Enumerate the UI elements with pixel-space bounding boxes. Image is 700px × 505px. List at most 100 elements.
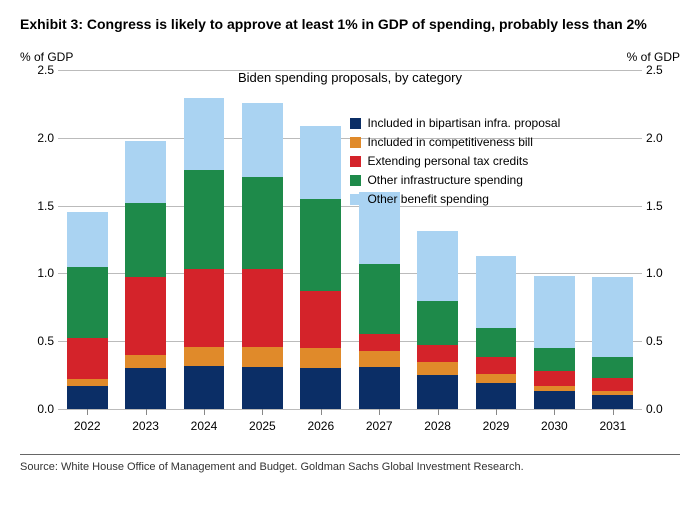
xtick — [438, 409, 439, 415]
bar-segment — [242, 103, 283, 178]
bar-slot: 2031 — [584, 70, 642, 409]
bar-segment — [300, 291, 341, 348]
bar-segment — [67, 338, 108, 379]
x-axis-label: 2025 — [233, 419, 291, 433]
bar-segment — [125, 141, 166, 203]
legend-item: Other infrastructure spending — [350, 171, 560, 189]
bar-segment — [417, 345, 458, 361]
bar-segment — [592, 378, 633, 392]
xtick — [87, 409, 88, 415]
xtick — [554, 409, 555, 415]
bar-segment — [534, 371, 575, 386]
bar-segment — [67, 379, 108, 386]
stacked-bar — [417, 231, 458, 409]
legend-item: Included in competitiveness bill — [350, 133, 560, 151]
x-axis-label: 2026 — [292, 419, 350, 433]
bar-segment — [359, 264, 400, 335]
legend-item: Extending personal tax credits — [350, 152, 560, 170]
bar-segment — [125, 277, 166, 354]
bar-segment — [417, 362, 458, 376]
xtick — [496, 409, 497, 415]
bar-segment — [476, 383, 517, 409]
xtick — [379, 409, 380, 415]
x-axis-label: 2024 — [175, 419, 233, 433]
x-axis-label: 2031 — [584, 419, 642, 433]
stacked-bar — [592, 277, 633, 409]
bar-segment — [67, 386, 108, 409]
source-attribution: Source: White House Office of Management… — [20, 454, 680, 473]
bar-segment — [359, 351, 400, 367]
ytick-left: 2.5 — [26, 63, 54, 77]
stacked-bar — [476, 256, 517, 409]
xtick — [321, 409, 322, 415]
legend: Included in bipartisan infra. proposalIn… — [350, 114, 560, 209]
legend-swatch — [350, 194, 361, 205]
bar-segment — [242, 177, 283, 269]
ytick-right: 1.5 — [646, 199, 674, 213]
bar-segment — [534, 276, 575, 348]
legend-swatch — [350, 118, 361, 129]
bar-segment — [417, 231, 458, 300]
ytick-left: 1.5 — [26, 199, 54, 213]
bar-segment — [242, 269, 283, 346]
legend-item: Included in bipartisan infra. proposal — [350, 114, 560, 132]
bar-segment — [300, 348, 341, 368]
stacked-bar — [359, 192, 400, 409]
xtick — [613, 409, 614, 415]
stacked-bar — [300, 126, 341, 409]
stacked-bar — [534, 276, 575, 409]
legend-label: Other benefit spending — [367, 190, 488, 208]
bar-slot: 2023 — [116, 70, 174, 409]
bar-segment — [476, 256, 517, 328]
bar-segment — [534, 348, 575, 371]
ytick-left: 2.0 — [26, 131, 54, 145]
bar-segment — [184, 366, 225, 409]
bar-segment — [476, 357, 517, 373]
stacked-bar — [184, 98, 225, 409]
x-axis-label: 2023 — [116, 419, 174, 433]
ytick-right: 2.5 — [646, 63, 674, 77]
legend-label: Included in bipartisan infra. proposal — [367, 114, 560, 132]
bar-segment — [300, 199, 341, 291]
ytick-left: 0.5 — [26, 334, 54, 348]
bar-segment — [184, 347, 225, 366]
legend-label: Extending personal tax credits — [367, 152, 528, 170]
bar-segment — [592, 357, 633, 377]
ytick-right: 0.0 — [646, 402, 674, 416]
ytick-left: 1.0 — [26, 266, 54, 280]
bar-segment — [300, 368, 341, 409]
bar-slot: 2022 — [58, 70, 116, 409]
x-axis-label: 2029 — [467, 419, 525, 433]
bar-slot: 2026 — [292, 70, 350, 409]
legend-swatch — [350, 156, 361, 167]
bar-segment — [67, 267, 108, 339]
bar-segment — [359, 367, 400, 409]
x-axis-label: 2022 — [58, 419, 116, 433]
bar-segment — [417, 301, 458, 346]
x-axis-label: 2030 — [525, 419, 583, 433]
legend-swatch — [350, 175, 361, 186]
bar-segment — [359, 334, 400, 350]
bar-segment — [67, 212, 108, 266]
bar-segment — [242, 367, 283, 409]
bar-segment — [534, 391, 575, 409]
bar-segment — [417, 375, 458, 409]
stacked-bar — [67, 212, 108, 409]
xtick — [204, 409, 205, 415]
bar-segment — [125, 203, 166, 278]
bar-segment — [125, 368, 166, 409]
legend-item: Other benefit spending — [350, 190, 560, 208]
x-axis-label: 2027 — [350, 419, 408, 433]
xtick — [146, 409, 147, 415]
stacked-bar — [125, 141, 166, 409]
x-axis-label: 2028 — [408, 419, 466, 433]
y-axis-label-right: % of GDP — [627, 50, 680, 64]
bar-segment — [242, 347, 283, 367]
bar-segment — [125, 355, 166, 369]
xtick — [262, 409, 263, 415]
ytick-right: 0.5 — [646, 334, 674, 348]
bar-segment — [184, 98, 225, 170]
plot-region: 0.00.00.50.51.01.01.51.52.02.02.52.5 202… — [58, 70, 642, 410]
bar-slot: 2025 — [233, 70, 291, 409]
bar-segment — [184, 170, 225, 269]
